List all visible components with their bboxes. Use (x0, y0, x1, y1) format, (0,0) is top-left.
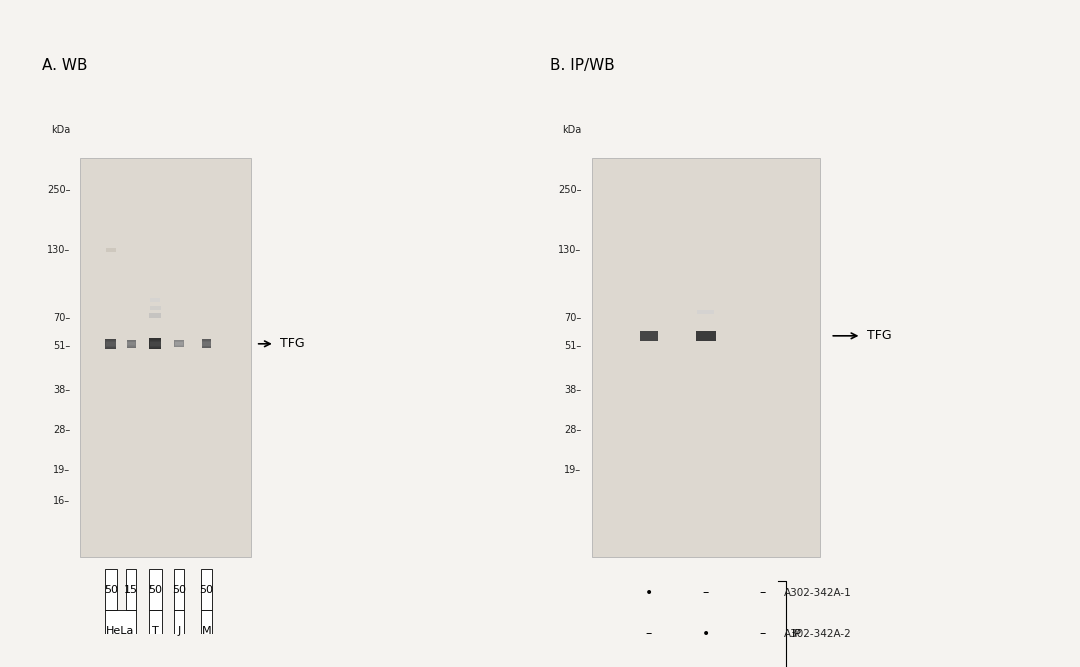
Text: 50: 50 (104, 585, 118, 594)
Bar (127, 342, 135, 346)
Bar (126, 340, 136, 348)
Text: A302-342A-1: A302-342A-1 (784, 588, 851, 598)
Bar (105, 339, 117, 349)
Bar (150, 306, 161, 310)
Text: 250–: 250– (46, 185, 70, 195)
Text: 130–: 130– (558, 245, 581, 255)
Bar (106, 341, 116, 347)
Text: –: – (703, 586, 708, 599)
Text: 28–: 28– (564, 425, 581, 435)
Bar (175, 342, 184, 346)
Bar (105, 339, 117, 349)
Bar (175, 342, 184, 346)
Bar (126, 341, 136, 347)
Bar (174, 610, 185, 651)
Text: A. WB: A. WB (42, 59, 87, 73)
Text: 15: 15 (124, 585, 138, 594)
Bar (106, 342, 116, 346)
Bar (697, 331, 716, 341)
Bar (202, 340, 212, 348)
Bar (126, 569, 136, 610)
Bar (126, 340, 136, 348)
Text: –: – (760, 627, 766, 640)
Text: 51–: 51– (53, 341, 70, 351)
Bar (149, 339, 161, 349)
Text: 19–: 19– (565, 464, 581, 474)
Bar (592, 158, 820, 558)
Text: J: J (177, 626, 180, 636)
Text: 130–: 130– (48, 245, 70, 255)
Text: 250–: 250– (558, 185, 581, 195)
Bar (202, 340, 211, 348)
Text: 50: 50 (148, 585, 162, 594)
Bar (126, 342, 136, 346)
Text: 19–: 19– (53, 464, 70, 474)
Text: TFG: TFG (280, 338, 305, 350)
Text: 28–: 28– (53, 425, 70, 435)
Text: 38–: 38– (53, 385, 70, 395)
Text: –: – (646, 627, 652, 640)
Bar (202, 341, 211, 347)
Text: M: M (202, 626, 212, 636)
Text: HeLa: HeLa (106, 626, 135, 636)
Bar (202, 342, 211, 346)
Bar (175, 342, 184, 346)
Text: kDa: kDa (563, 125, 581, 135)
Text: 70–: 70– (53, 313, 70, 323)
Bar (106, 340, 116, 348)
Text: A302-342A-2: A302-342A-2 (784, 629, 851, 638)
Bar (149, 340, 161, 348)
Text: •: • (702, 627, 710, 640)
Bar (175, 341, 184, 347)
Bar (201, 569, 212, 610)
Bar (149, 610, 162, 651)
Text: IP: IP (792, 629, 801, 638)
Text: B. IP/WB: B. IP/WB (551, 59, 616, 73)
Bar (126, 340, 136, 348)
Bar (202, 342, 211, 346)
Text: –: – (760, 586, 766, 599)
Text: T: T (152, 626, 159, 636)
Bar (174, 569, 185, 610)
Bar (80, 158, 251, 558)
Bar (175, 340, 184, 348)
Bar (149, 569, 162, 610)
Bar (149, 338, 161, 350)
Bar (106, 247, 116, 252)
Text: 50: 50 (172, 585, 186, 594)
Text: 16–: 16– (53, 496, 70, 506)
Bar (150, 341, 161, 347)
Bar (149, 313, 161, 318)
Bar (639, 331, 658, 341)
Bar (698, 310, 715, 314)
Bar (150, 298, 160, 301)
Text: 50: 50 (200, 585, 214, 594)
Text: 70–: 70– (564, 313, 581, 323)
Text: TFG: TFG (866, 329, 891, 342)
Bar (149, 338, 161, 350)
Bar (202, 340, 212, 348)
Text: 38–: 38– (565, 385, 581, 395)
Bar (105, 610, 136, 651)
Bar (201, 610, 212, 651)
Bar (175, 340, 184, 348)
Bar (105, 340, 117, 348)
Bar (105, 569, 117, 610)
Bar (150, 342, 161, 346)
Text: 51–: 51– (564, 341, 581, 351)
Text: •: • (645, 586, 653, 600)
Text: kDa: kDa (51, 125, 70, 135)
